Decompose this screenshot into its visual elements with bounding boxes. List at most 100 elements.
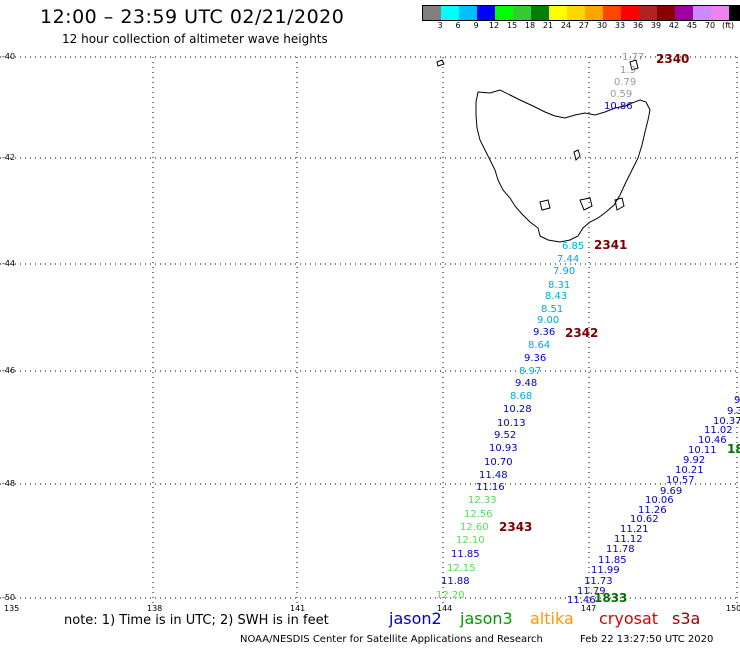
wave-height-value: 10.13: [497, 418, 526, 429]
tasmania-coastline: [436, 59, 651, 243]
satellite-jason2: jason2: [389, 609, 442, 628]
wave-height-value: 12.15: [447, 563, 476, 574]
wave-height-value: 10.06: [645, 495, 674, 506]
color-scale-label: 70: [704, 21, 716, 30]
pass-time-label: 18: [727, 442, 740, 456]
wave-height-value: 10.86: [604, 101, 633, 112]
wave-height-value: 0.79: [614, 77, 636, 88]
wave-height-value: 9.3: [727, 406, 740, 417]
wave-height-value: 9.36: [524, 353, 546, 364]
color-scale-label: 12: [488, 21, 500, 30]
color-swatch: [675, 6, 693, 20]
color-swatch: [657, 6, 675, 20]
wave-height-value: 10.62: [630, 514, 659, 525]
color-swatch: [603, 6, 621, 20]
wave-height-value: 10.21: [675, 465, 704, 476]
color-scale-label: (ft): [721, 21, 735, 30]
pass-time-label: 2341: [594, 238, 628, 252]
wave-height-value: 11.79: [577, 586, 606, 597]
color-swatch: [459, 6, 477, 20]
wave-height-value: 12.20: [436, 590, 465, 601]
wave-height-value: 7.44: [557, 254, 579, 265]
wave-height-value: 11.78: [606, 544, 635, 555]
footer-note: note: 1) Time is in UTC; 2) SWH is in fe…: [64, 613, 329, 628]
generated-timestamp: Feb 22 13:27:50 UTC 2020: [580, 634, 714, 645]
color-swatch: [585, 6, 603, 20]
longitude-label: 141: [290, 604, 306, 613]
wave-height-value: 12.60: [460, 522, 489, 533]
wave-height-value: 8.68: [510, 391, 532, 402]
latitude-label: -48: [2, 479, 16, 488]
color-swatch: [495, 6, 513, 20]
wave-height-value: 10.11: [688, 445, 717, 456]
color-scale-label: 6: [455, 21, 461, 30]
pass-time-label: 1833: [594, 591, 628, 605]
wave-height-value: 10.93: [489, 443, 518, 454]
wave-height-value: 8.51: [541, 304, 563, 315]
wave-height-value: 10.70: [484, 457, 513, 468]
wave-height-value: 10.28: [503, 404, 532, 415]
longitude-label: 135: [4, 604, 20, 613]
wave-height-value: 8.64: [528, 340, 550, 351]
satellite-altika: altika: [530, 609, 574, 628]
wave-height-value: 11.12: [614, 534, 643, 545]
wave-height-value: 9.36: [533, 327, 555, 338]
longitude-label: 147: [581, 604, 597, 613]
wave-height-value: 8.31: [548, 280, 570, 291]
graticule: [0, 56, 740, 605]
color-swatch: [567, 6, 585, 20]
color-scale-label: 42: [668, 21, 680, 30]
wave-height-value: 11.85: [598, 555, 627, 566]
longitude-label: 150: [726, 604, 740, 613]
satellite-cryosat: cryosat: [599, 609, 659, 628]
color-scale-label: 39: [650, 21, 662, 30]
wave-height-value: 9: [734, 395, 740, 406]
wave-height-value: 12.56: [464, 509, 493, 520]
color-swatch: [729, 6, 740, 20]
color-scale-label: 27: [578, 21, 590, 30]
wave-height-value: 12.33: [468, 495, 497, 506]
wave-height-value: 11.48: [479, 470, 508, 481]
pass-time-label: 2342: [565, 326, 599, 340]
wave-height-value: 11.88: [441, 576, 470, 587]
color-scale-label: 18: [524, 21, 536, 30]
color-swatch: [441, 6, 459, 20]
latitude-label: -44: [2, 259, 16, 268]
longitude-label: 138: [147, 604, 163, 613]
color-swatch: [513, 6, 531, 20]
satellite-s3a: s3a: [672, 609, 701, 628]
wave-height-value: 9.92: [683, 455, 705, 466]
wave-height-value: 6.85: [562, 241, 584, 252]
latitude-label: -46: [2, 366, 16, 375]
wave-height-value: 12.10: [456, 535, 485, 546]
color-scale: [422, 5, 740, 21]
wave-height-value: 8.97: [519, 366, 541, 377]
longitude-label: 144: [437, 604, 453, 613]
color-scale-label: 24: [560, 21, 572, 30]
wave-height-value: 8.43: [545, 291, 567, 302]
wave-height-value: 1.77: [622, 52, 644, 63]
latitude-label: -42: [2, 153, 16, 162]
color-scale-label: 9: [473, 21, 479, 30]
wave-height-value: 11.16: [476, 482, 505, 493]
wave-height-value: 11.26: [638, 505, 667, 516]
color-swatch: [693, 6, 711, 20]
wave-height-value: 9.00: [537, 315, 559, 326]
latitude-label: -40: [2, 52, 16, 61]
pass-time-label: 2340: [656, 52, 690, 66]
wave-height-value: 11.46: [567, 595, 596, 606]
color-scale-label: 33: [614, 21, 626, 30]
color-swatch: [711, 6, 729, 20]
wave-height-value: 11.73: [584, 576, 613, 587]
wave-height-value: 10.57: [666, 475, 695, 486]
wave-height-value: 9.69: [660, 486, 682, 497]
color-scale-label: 21: [542, 21, 554, 30]
color-swatch: [531, 6, 549, 20]
wave-height-value: 10.46: [698, 435, 727, 446]
color-swatch: [423, 6, 441, 20]
wave-height-value: 10.37: [713, 416, 740, 427]
credit-line: NOAA/NESDIS Center for Satellite Applica…: [240, 634, 543, 645]
color-swatch: [477, 6, 495, 20]
wave-height-value: 11.02: [704, 425, 733, 436]
wave-height-value: 11.99: [591, 565, 620, 576]
